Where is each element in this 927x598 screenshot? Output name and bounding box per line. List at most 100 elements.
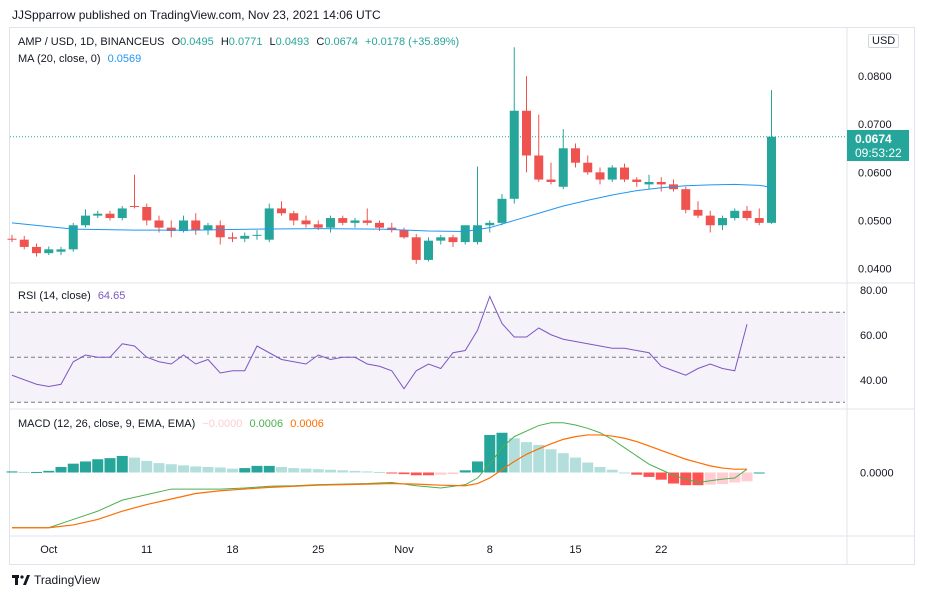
macd-hist-bar bbox=[398, 472, 410, 475]
macd-hist-bar bbox=[557, 453, 569, 473]
candle-body bbox=[117, 208, 127, 219]
candle-body bbox=[7, 238, 17, 240]
macd-hist-bar bbox=[312, 469, 324, 473]
time-tick-label: 18 bbox=[226, 544, 238, 556]
candle-body bbox=[362, 220, 372, 223]
candle-body bbox=[19, 239, 29, 247]
macd-hist-bar bbox=[410, 472, 422, 476]
candle-body bbox=[644, 181, 654, 185]
time-tick-label: Oct bbox=[40, 544, 57, 556]
macd-hist-bar bbox=[129, 457, 140, 473]
macd-line bbox=[12, 422, 748, 529]
candle-body bbox=[473, 225, 482, 243]
candle-body bbox=[571, 148, 580, 163]
currency-button[interactable]: USD bbox=[868, 34, 900, 48]
candle-body bbox=[228, 237, 237, 239]
candle-body bbox=[460, 225, 470, 243]
candle-body bbox=[387, 227, 397, 231]
macd-signal-value: 0.0006 bbox=[290, 418, 324, 430]
ma-legend: MA (20, close, 0) 0.0569 bbox=[18, 53, 145, 65]
candle-body bbox=[264, 208, 274, 240]
candle-body bbox=[301, 220, 311, 225]
macd-hist-bar bbox=[374, 471, 385, 473]
macd-hist-bar bbox=[423, 472, 434, 476]
macd-hist-bar bbox=[570, 457, 581, 473]
macd-hist-value: −0.0000 bbox=[202, 418, 243, 430]
open-value: 0.0495 bbox=[180, 36, 214, 48]
price-tick-label: 0.0500 bbox=[858, 215, 892, 227]
candle-body bbox=[595, 172, 605, 180]
ma-label[interactable]: MA (20, close, 0) bbox=[18, 53, 101, 65]
macd-hist-bar bbox=[116, 455, 128, 473]
candle-body bbox=[179, 220, 188, 232]
last-price-value: 0.0674 bbox=[855, 132, 892, 146]
macd-hist-bar bbox=[717, 472, 728, 485]
candle-body bbox=[681, 189, 691, 210]
low-label: L bbox=[269, 36, 276, 48]
candle-body bbox=[705, 215, 715, 226]
macd-hist-bar bbox=[43, 470, 55, 473]
macd-line-value: 0.0006 bbox=[249, 418, 284, 430]
macd-hist-bar bbox=[545, 449, 557, 473]
symbol-label[interactable]: AMP / USD, 1D, BINANCEUS bbox=[18, 36, 165, 48]
ma-value: 0.0569 bbox=[107, 53, 142, 65]
macd-hist-bar bbox=[472, 461, 483, 473]
candle-body bbox=[607, 167, 617, 180]
high-label: H bbox=[220, 36, 229, 48]
macd-hist-bar bbox=[92, 459, 104, 473]
time-tick-label: 15 bbox=[569, 544, 581, 556]
candle-body bbox=[105, 213, 115, 219]
macd-hist-bar bbox=[349, 470, 361, 473]
macd-hist-bar bbox=[6, 471, 18, 473]
macd-hist-bar bbox=[178, 465, 189, 473]
candle-body bbox=[215, 225, 225, 238]
macd-hist-bar bbox=[594, 466, 606, 473]
macd-hist-bar bbox=[668, 472, 679, 484]
low-value: 0.0493 bbox=[275, 36, 310, 48]
macd-hist-bar bbox=[435, 472, 447, 475]
macd-hist-bar bbox=[288, 468, 300, 473]
rsi-value: 64.65 bbox=[97, 290, 126, 302]
macd-hist-bar bbox=[55, 466, 67, 473]
candle-body bbox=[130, 206, 139, 208]
tradingview-logo-icon bbox=[12, 575, 30, 585]
macd-hist-bar bbox=[214, 467, 226, 473]
candle-body bbox=[32, 246, 41, 254]
macd-hist-bar bbox=[704, 472, 716, 485]
macd-hist-bar bbox=[447, 472, 459, 475]
macd-hist-bar bbox=[361, 471, 373, 473]
time-tick-label: 25 bbox=[312, 544, 324, 556]
macd-hist-bar bbox=[582, 462, 594, 473]
macd-hist-bar bbox=[459, 470, 471, 473]
candle-body bbox=[375, 222, 384, 228]
macd-label[interactable]: MACD (12, 26, close, 9, EMA, EMA) bbox=[18, 418, 196, 430]
macd-hist-bar bbox=[337, 470, 349, 473]
chart-frame bbox=[9, 27, 915, 565]
rsi-label[interactable]: RSI (14, close) bbox=[18, 290, 91, 302]
candle-body bbox=[93, 213, 103, 216]
price-tick-label: 0.0700 bbox=[858, 119, 892, 131]
candle-body bbox=[522, 110, 531, 156]
last-price-badge: 0.0674 09:53:22 bbox=[847, 130, 909, 161]
candle-body bbox=[326, 218, 335, 228]
price-tick-label: 0.0600 bbox=[858, 167, 892, 179]
candle-body bbox=[338, 218, 348, 223]
macd-hist-bar bbox=[655, 472, 667, 480]
rsi-tick-label: 80.00 bbox=[860, 285, 888, 297]
ma-line bbox=[11, 183, 772, 233]
macd-hist-bar bbox=[496, 432, 508, 473]
macd-hist-bar bbox=[153, 463, 165, 473]
open-label: O bbox=[171, 36, 181, 48]
price-tick-label: 0.0400 bbox=[858, 264, 892, 276]
candle-body bbox=[718, 218, 727, 226]
macd-hist-bar bbox=[190, 466, 202, 473]
macd-tick-label: 0.0000 bbox=[860, 468, 894, 480]
footer[interactable]: TradingView bbox=[12, 573, 100, 587]
candle-body bbox=[656, 181, 666, 185]
rsi-tick-label: 40.00 bbox=[860, 375, 888, 387]
macd-hist-bar bbox=[18, 471, 30, 473]
macd-hist-bar bbox=[300, 468, 312, 473]
macd-hist-bar bbox=[484, 434, 496, 473]
candle-body bbox=[399, 230, 409, 238]
